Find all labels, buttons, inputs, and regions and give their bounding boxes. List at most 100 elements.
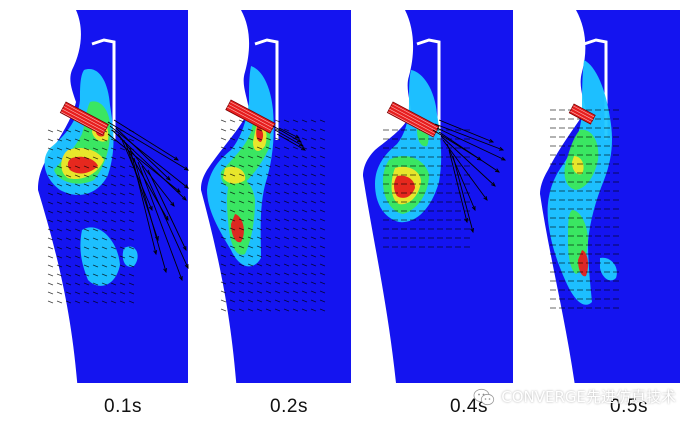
velocity-arrow	[238, 272, 245, 276]
velocity-arrow	[229, 164, 236, 168]
velocity-arrow	[110, 174, 117, 178]
velocity-arrow	[56, 192, 63, 196]
velocity-arrow	[92, 264, 99, 268]
velocity-arrow	[283, 227, 290, 231]
velocity-arrow	[74, 219, 81, 223]
velocity-arrow	[47, 264, 54, 268]
velocity-arrow	[65, 282, 72, 286]
velocity-arrow	[310, 137, 317, 141]
velocity-arrow	[220, 272, 227, 276]
velocity-arrow	[65, 192, 72, 196]
velocity-arrow	[110, 138, 117, 142]
spray-arrow	[436, 127, 506, 161]
velocity-arrow	[274, 119, 281, 123]
velocity-arrow	[301, 308, 308, 312]
velocity-arrow	[101, 282, 108, 286]
contour-layer	[547, 60, 619, 309]
velocity-arrow	[119, 165, 126, 169]
velocity-arrow	[119, 264, 126, 268]
velocity-arrow	[310, 119, 317, 123]
velocity-arrow	[265, 263, 272, 267]
velocity-arrow	[265, 281, 272, 285]
velocity-arrow	[283, 245, 290, 249]
velocity-arrow	[319, 290, 326, 294]
velocity-arrow	[256, 200, 263, 204]
velocity-arrow	[274, 146, 281, 150]
velocity-arrow	[65, 273, 72, 277]
velocity-arrow	[220, 164, 227, 168]
velocity-arrow	[101, 147, 108, 151]
spray-vectors	[432, 119, 507, 234]
velocity-arrow	[301, 200, 308, 204]
velocity-arrow	[110, 192, 117, 196]
velocity-arrow	[229, 191, 236, 195]
velocity-arrow	[247, 272, 254, 276]
spray-arrow	[147, 169, 187, 251]
spray-arrow-head	[470, 227, 475, 234]
velocity-arrow	[74, 138, 81, 142]
velocity-arrow	[238, 182, 245, 186]
injector-hatch	[389, 108, 436, 134]
velocity-arrow	[47, 291, 54, 295]
velocity-arrow	[247, 200, 254, 204]
velocity-arrow	[101, 300, 108, 304]
velocity-arrow	[274, 209, 281, 213]
velocity-arrow	[65, 291, 72, 295]
velocity-arrow	[119, 210, 126, 214]
velocity-arrow	[265, 299, 272, 303]
velocity-arrow	[220, 200, 227, 204]
velocity-arrow	[301, 272, 308, 276]
velocity-arrow	[274, 227, 281, 231]
velocity-arrow	[56, 291, 63, 295]
velocity-arrow	[283, 281, 290, 285]
velocity-arrow	[101, 291, 108, 295]
velocity-arrow	[310, 245, 317, 249]
velocity-arrow	[274, 308, 281, 312]
velocity-arrow	[238, 173, 245, 177]
contour-layer	[207, 66, 326, 312]
velocity-arrow	[83, 291, 90, 295]
velocity-arrow	[265, 173, 272, 177]
time-label-0p4s: 0.4s	[450, 396, 488, 417]
velocity-arrow	[74, 228, 81, 232]
velocity-arrow	[110, 237, 117, 241]
velocity-arrow	[292, 299, 299, 303]
velocity-arrow	[292, 254, 299, 258]
spray-arrow	[448, 149, 468, 223]
injector-nozzle	[225, 99, 276, 134]
velocity-arrow	[310, 200, 317, 204]
velocity-arrow	[47, 165, 54, 169]
velocity-arrow	[65, 300, 72, 304]
velocity-arrow	[283, 182, 290, 186]
spray-arrow	[129, 147, 157, 255]
velocity-arrow	[220, 173, 227, 177]
injector-hatch	[229, 101, 275, 126]
velocity-arrow	[274, 137, 281, 141]
velocity-arrow	[274, 200, 281, 204]
head-edge-line	[583, 38, 608, 140]
velocity-arrow	[310, 128, 317, 132]
velocity-arrow	[92, 183, 99, 187]
spray-arrow	[125, 143, 159, 241]
velocity-arrow	[265, 272, 272, 276]
velocity-arrow	[265, 200, 272, 204]
velocity-arrow	[229, 290, 236, 294]
velocity-arrow	[220, 299, 227, 303]
velocity-arrow	[319, 191, 326, 195]
velocity-arrow	[220, 137, 227, 141]
spray-arrow-head	[170, 202, 175, 207]
velocity-arrow	[56, 210, 63, 214]
velocity-arrow	[220, 155, 227, 159]
spray-arrow	[113, 119, 179, 161]
velocity-arrow	[101, 255, 108, 259]
velocity-arrow	[65, 147, 72, 151]
velocity-arrow	[56, 183, 63, 187]
spray-arrow-head	[166, 176, 171, 181]
velocity-arrow	[283, 218, 290, 222]
velocity-arrow	[119, 291, 126, 295]
velocity-arrow	[229, 299, 236, 303]
velocity-arrow	[220, 119, 227, 123]
spray-arrow-head	[184, 263, 189, 270]
velocity-arrow	[92, 228, 99, 232]
